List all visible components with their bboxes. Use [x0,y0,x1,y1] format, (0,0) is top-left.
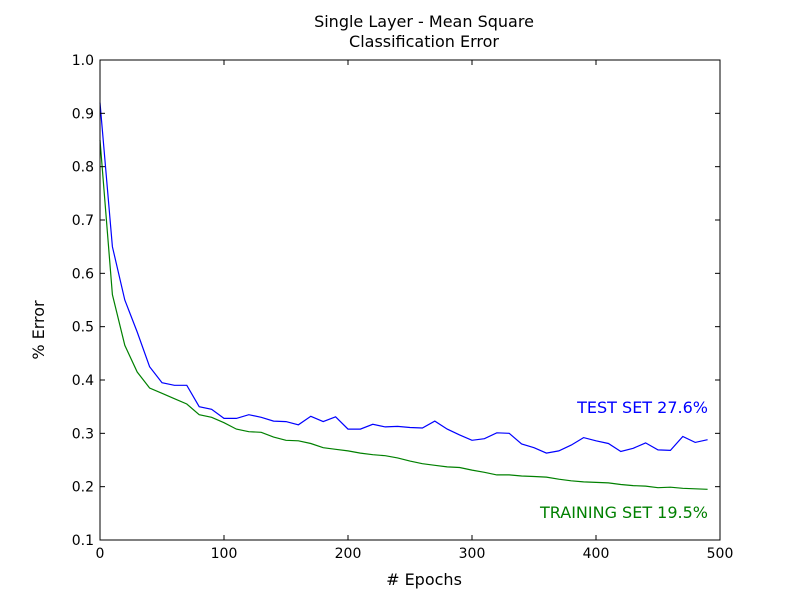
y-tick-label: 0.2 [72,480,94,496]
plot-area: 0 100 200 300 400 500 0.1 0.2 0.3 0.4 0.5 0.6 0.7 0.8… [72,53,734,562]
y-tick-label: 0.8 [72,160,94,176]
x-tick-label: 300 [459,546,486,562]
y-tick-label: 0.1 [72,533,94,549]
x-axis-label: # Epochs [386,570,462,589]
training-set-annotation: TRAINING SET 19.5% [539,503,708,522]
y-tick-label: 0.5 [72,320,94,336]
y-tick-label: 0.6 [72,266,94,282]
x-tick-label: 200 [335,546,362,562]
plot-frame [99,59,721,541]
y-tick-label: 0.7 [72,213,94,229]
y-tick-label: 0.4 [72,373,94,389]
y-tick-label: 1.0 [72,53,94,69]
y-tick-label: 0.3 [72,426,94,442]
x-tick-label: 0 [96,546,105,562]
series-line-0 [99,102,708,454]
series-line-1 [99,139,708,490]
x-tick-label: 500 [707,546,734,562]
test-set-annotation: TEST SET 27.6% [576,398,708,417]
x-tick-label: 400 [583,546,610,562]
y-tick-label: 0.9 [72,106,94,122]
chart-title-line-1: Single Layer - Mean Square [314,12,534,31]
x-tick-label: 100 [211,546,238,562]
y-axis-label: % Error [29,300,48,360]
chart-title-line-2: Classification Error [349,32,499,51]
